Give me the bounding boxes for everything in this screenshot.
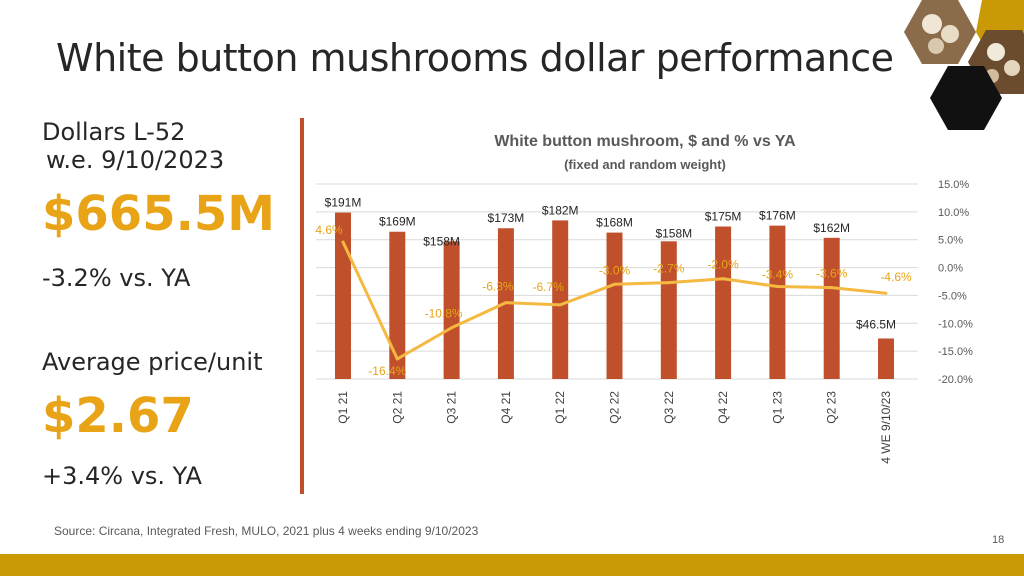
x-tick: Q4 22 <box>716 391 730 424</box>
bar <box>660 241 677 379</box>
pct-data-label: -16.4% <box>368 364 406 378</box>
bar-data-label: $158M <box>655 226 692 240</box>
bar-data-label: $168M <box>596 216 633 230</box>
dollar-performance-chart: White button mushroom, $ and % vs YA (fi… <box>315 133 973 464</box>
x-tick-label: Q1 22 <box>553 391 567 424</box>
pct-point <box>341 240 345 244</box>
bar-data-label: $182M <box>542 203 579 217</box>
x-tick: Q4 21 <box>499 391 513 424</box>
y-tick-label: -5.0% <box>938 290 967 302</box>
bar-data-label: $173M <box>488 211 525 225</box>
pct-data-label: -3.6% <box>816 267 848 281</box>
y-tick-label: 10.0% <box>938 207 969 219</box>
chart-subtitle: (fixed and random weight) <box>564 157 726 172</box>
y-tick-label: -20.0% <box>938 374 973 386</box>
pct-point <box>667 281 671 285</box>
bar-data-label: $169M <box>379 215 416 229</box>
price-value: $2.67 <box>42 388 194 444</box>
pct-data-label: -6.3% <box>482 280 514 294</box>
bar <box>443 241 460 379</box>
x-tick-label: Q4 21 <box>499 391 513 424</box>
bar-data-label: $158M <box>423 234 460 248</box>
pct-data-label: -2.7% <box>653 262 685 276</box>
pct-point <box>884 291 888 295</box>
y-tick-label: 5.0% <box>938 235 963 247</box>
x-tick-label: Q1 23 <box>770 391 784 424</box>
x-tick-label: Q4 22 <box>716 391 730 424</box>
x-tick-label: Q2 21 <box>390 391 404 424</box>
pct-point <box>721 277 725 281</box>
pct-point <box>504 301 508 305</box>
x-tick: Q3 22 <box>662 391 676 424</box>
pct-point <box>450 326 454 330</box>
bar <box>552 220 569 379</box>
bar <box>389 231 406 379</box>
pct-data-label: -2.0% <box>707 258 739 272</box>
bar-data-label: $162M <box>813 221 850 235</box>
bar <box>335 212 351 379</box>
x-tick: Q1 21 <box>336 391 350 424</box>
y-tick-label: -15.0% <box>938 346 973 358</box>
dollars-change: -3.2% vs. YA <box>42 264 191 292</box>
x-tick: Q1 22 <box>553 391 567 424</box>
x-tick: Q2 23 <box>825 391 839 424</box>
pct-data-label: -4.6% <box>880 270 912 284</box>
bar <box>878 338 894 379</box>
pct-point <box>395 357 399 361</box>
x-tick: Q2 22 <box>608 391 622 424</box>
pct-point <box>613 282 616 286</box>
x-tick-label: 4 WE 9/10/23 <box>879 391 893 464</box>
x-tick-label: Q2 23 <box>825 391 839 424</box>
chart-title: White button mushroom, $ and % vs YA <box>494 133 796 150</box>
pct-data-label: 4.6% <box>315 223 343 237</box>
pct-data-label: -10.8% <box>425 307 463 321</box>
footer-bar <box>0 554 1024 576</box>
source-note: Source: Circana, Integrated Fresh, MULO,… <box>54 524 479 538</box>
bar-data-label: $176M <box>759 209 796 223</box>
x-tick-label: Q3 22 <box>662 391 676 424</box>
divider-line <box>300 118 304 494</box>
price-change: +3.4% vs. YA <box>42 462 202 490</box>
x-tick: Q1 23 <box>770 391 784 424</box>
y-tick-label: -10.0% <box>938 318 973 330</box>
x-tick: 4 WE 9/10/23 <box>879 391 893 464</box>
x-tick: Q2 21 <box>390 391 404 424</box>
pct-data-label: -3.0% <box>599 263 631 277</box>
pct-data-label: -6.7% <box>533 280 565 294</box>
bar <box>823 237 840 379</box>
x-tick-label: Q1 21 <box>336 391 350 424</box>
bar <box>769 225 786 379</box>
bar-data-label: $191M <box>325 196 362 210</box>
pct-point <box>830 286 834 290</box>
pct-point <box>775 285 779 289</box>
mushroom-hexagon-images <box>904 0 1024 130</box>
page-title: White button mushrooms dollar performanc… <box>56 36 894 80</box>
dollars-period-label: w.e. 9/10/2023 <box>46 146 225 174</box>
price-label: Average price/unit <box>42 348 263 376</box>
bar-data-label: $175M <box>705 210 742 224</box>
x-tick-label: Q3 21 <box>445 391 459 424</box>
x-tick-label: Q2 22 <box>608 391 622 424</box>
x-tick: Q3 21 <box>445 391 459 424</box>
page-number: 18 <box>992 534 1005 546</box>
bar-data-label: $46.5M <box>856 317 896 331</box>
dollars-label: Dollars L-52 <box>42 118 186 146</box>
bar <box>715 226 732 379</box>
bar <box>606 232 623 379</box>
y-tick-label: 15.0% <box>938 179 969 191</box>
y-tick-label: 0.0% <box>938 263 963 275</box>
dollars-value: $665.5M <box>42 186 275 242</box>
pct-data-label: -3.4% <box>762 268 794 282</box>
pct-point <box>558 303 562 307</box>
